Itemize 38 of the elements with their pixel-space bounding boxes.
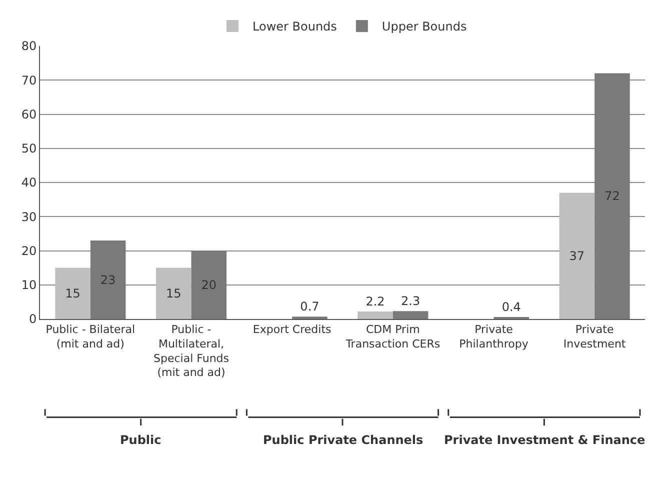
data-label: 15 xyxy=(166,286,182,300)
bar xyxy=(594,73,630,319)
x-tick-label: Public - Multilateral, Special Funds (mit and ad) xyxy=(153,323,230,380)
x-tick-label: Private Philanthropy xyxy=(459,323,529,350)
legend-label: Upper Bounds xyxy=(382,20,467,34)
data-label: 0.7 xyxy=(300,300,320,314)
data-label: 15 xyxy=(65,286,80,300)
bar xyxy=(55,268,90,319)
data-label: 2.3 xyxy=(401,294,420,308)
legend-label: Lower Bounds xyxy=(252,20,337,34)
x-tick-label: CDM Prim Transaction CERs xyxy=(344,323,440,350)
text: Public xyxy=(120,433,162,447)
data-label: 2.2 xyxy=(366,294,385,308)
y-tick-label: 50 xyxy=(21,142,37,156)
data-label: 23 xyxy=(100,272,116,287)
y-tick-label: 20 xyxy=(21,244,37,258)
x-tick-label: Public - Bilateral (mit and ad) xyxy=(46,323,136,350)
text: Public Private Channels xyxy=(263,433,424,447)
data-label: 37 xyxy=(569,248,585,263)
data-label: 72 xyxy=(604,189,620,204)
y-tick-label: 40 xyxy=(21,176,37,190)
bar xyxy=(90,240,126,319)
bar xyxy=(392,311,428,319)
data-label: 0.4 xyxy=(502,300,521,314)
bar xyxy=(559,192,595,319)
x-tick-label: Export Credits xyxy=(252,323,332,336)
y-tick-label: 10 xyxy=(21,278,37,292)
text: Private Investment & Finance xyxy=(444,433,646,447)
data-label: 20 xyxy=(201,278,217,292)
y-tick-label: 0 xyxy=(28,312,37,326)
y-tick-label: 70 xyxy=(21,73,37,88)
x-tick-label: Private Investment xyxy=(563,323,626,350)
y-tick-label: 60 xyxy=(21,107,37,122)
bar xyxy=(358,311,393,319)
y-tick-label: 30 xyxy=(21,210,37,224)
y-tick-label: 80 xyxy=(21,39,37,54)
bar xyxy=(191,250,227,319)
bar xyxy=(156,268,192,319)
